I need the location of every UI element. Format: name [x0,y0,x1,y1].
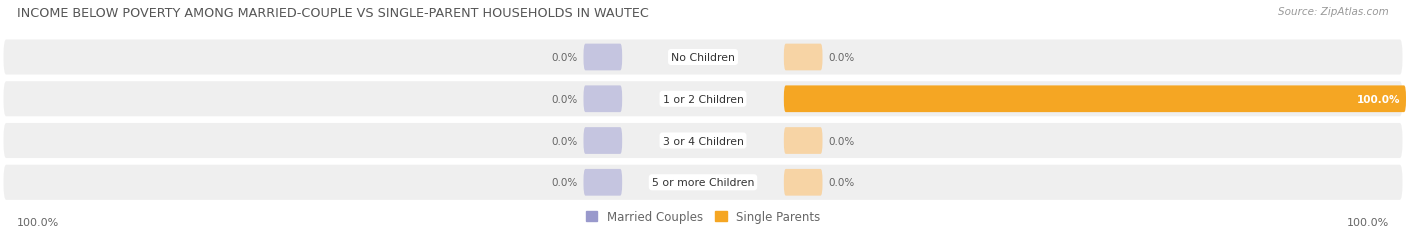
FancyBboxPatch shape [583,86,621,113]
Text: 0.0%: 0.0% [551,53,578,63]
Text: Source: ZipAtlas.com: Source: ZipAtlas.com [1278,7,1389,17]
Text: 100.0%: 100.0% [17,217,59,227]
FancyBboxPatch shape [785,86,1406,113]
Text: 3 or 4 Children: 3 or 4 Children [662,136,744,146]
Text: 0.0%: 0.0% [828,53,855,63]
FancyBboxPatch shape [785,128,823,154]
Text: 0.0%: 0.0% [551,177,578,188]
Legend: Married Couples, Single Parents: Married Couples, Single Parents [586,210,820,223]
FancyBboxPatch shape [3,165,1403,200]
Text: 0.0%: 0.0% [828,136,855,146]
Text: 100.0%: 100.0% [1357,94,1400,104]
FancyBboxPatch shape [3,82,1403,117]
FancyBboxPatch shape [785,44,823,71]
Text: INCOME BELOW POVERTY AMONG MARRIED-COUPLE VS SINGLE-PARENT HOUSEHOLDS IN WAUTEC: INCOME BELOW POVERTY AMONG MARRIED-COUPL… [17,7,648,20]
Text: 0.0%: 0.0% [551,136,578,146]
Text: 0.0%: 0.0% [828,177,855,188]
Text: 5 or more Children: 5 or more Children [652,177,754,188]
Text: 1 or 2 Children: 1 or 2 Children [662,94,744,104]
FancyBboxPatch shape [3,40,1403,75]
FancyBboxPatch shape [583,44,621,71]
FancyBboxPatch shape [785,169,823,196]
Text: No Children: No Children [671,53,735,63]
Text: 100.0%: 100.0% [1347,217,1389,227]
FancyBboxPatch shape [3,123,1403,158]
FancyBboxPatch shape [583,169,621,196]
FancyBboxPatch shape [583,128,621,154]
Text: 0.0%: 0.0% [551,94,578,104]
